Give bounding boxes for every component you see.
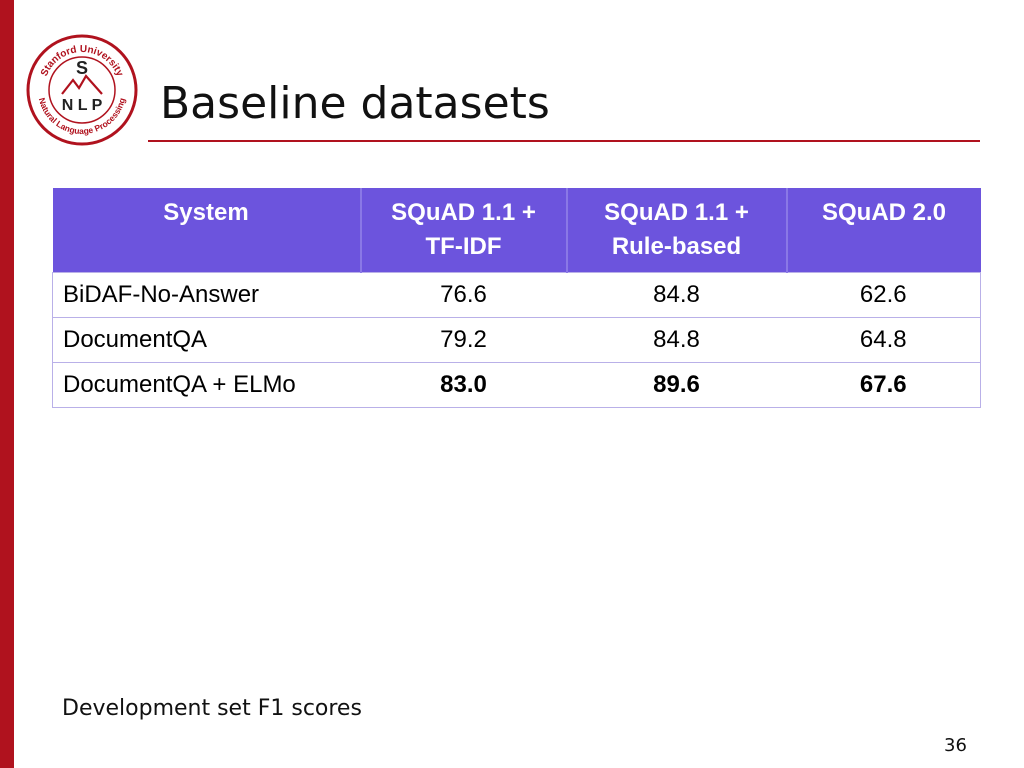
- page-number: 36: [944, 735, 967, 756]
- table-row: DocumentQA + ELMo 83.0 89.6 67.6: [52, 362, 981, 408]
- cell-system: BiDAF-No-Answer: [52, 272, 361, 318]
- cell-score: 76.6: [360, 272, 567, 318]
- logo-letter-s: S: [76, 58, 88, 78]
- logo-letters-nlp: N L P: [62, 97, 103, 114]
- logo-mountain-icon: [61, 74, 103, 95]
- slide-title: Baseline datasets: [160, 78, 550, 129]
- title-underline: [148, 140, 980, 142]
- cell-system: DocumentQA + ELMo: [52, 362, 361, 408]
- left-accent-bar: [0, 0, 14, 768]
- stanford-nlp-logo: Stanford University Natural Language Pro…: [26, 34, 138, 146]
- table-caption: Development set F1 scores: [62, 696, 362, 721]
- cell-score-best: 89.6: [566, 362, 787, 408]
- table-row: DocumentQA 79.2 84.8 64.8: [52, 317, 981, 363]
- table-row: BiDAF-No-Answer 76.6 84.8 62.6: [52, 272, 981, 318]
- cell-system: DocumentQA: [52, 317, 361, 363]
- results-table: System SQuAD 1.1 + TF-IDF SQuAD 1.1 + Ru…: [52, 188, 981, 408]
- header-squad11-tfidf: SQuAD 1.1 + TF-IDF: [360, 188, 568, 273]
- cell-score: 79.2: [360, 317, 567, 363]
- table-header-row: System SQuAD 1.1 + TF-IDF SQuAD 1.1 + Ru…: [52, 188, 981, 273]
- cell-score: 64.8: [786, 317, 981, 363]
- cell-score: 84.8: [566, 317, 787, 363]
- header-squad11-rule-based: SQuAD 1.1 + Rule-based: [566, 188, 788, 273]
- header-system: System: [52, 188, 362, 273]
- header-squad20: SQuAD 2.0: [786, 188, 981, 273]
- cell-score: 84.8: [566, 272, 787, 318]
- cell-score-best: 83.0: [360, 362, 567, 408]
- cell-score: 62.6: [786, 272, 981, 318]
- cell-score-best: 67.6: [786, 362, 981, 408]
